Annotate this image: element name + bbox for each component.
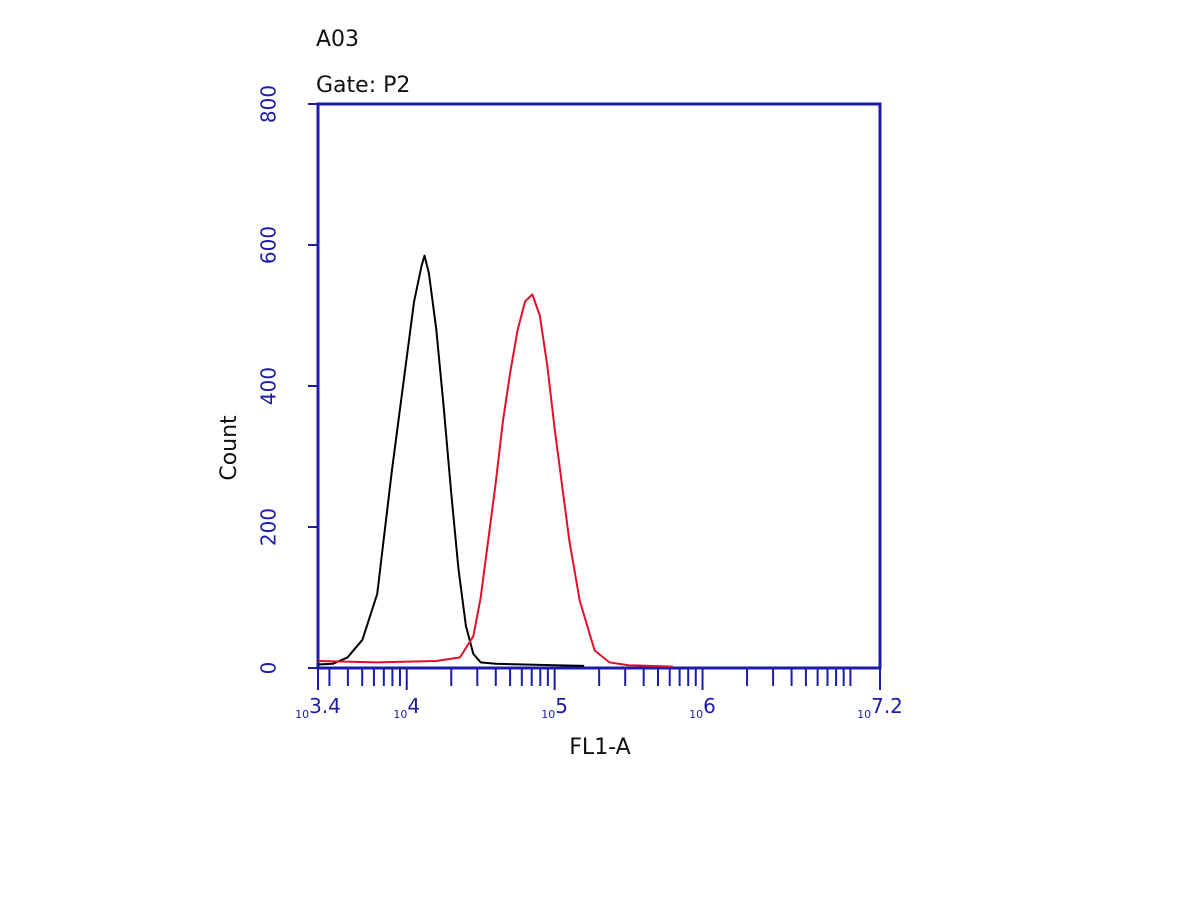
x-tick-base: 10 [541, 708, 555, 721]
x-tick-exponent: 5 [555, 694, 568, 718]
y-tick-label: 600 [257, 226, 281, 264]
y-tick-label: 0 [257, 662, 281, 675]
x-tick-exponent: 4 [407, 694, 420, 718]
y-axis-label: Count [217, 415, 242, 481]
x-tick-base: 10 [857, 708, 871, 721]
chart-subtitle: Gate: P2 [316, 73, 410, 98]
x-tick-exponent: 7.2 [871, 694, 903, 718]
x-tick-exponent: 6 [703, 694, 716, 718]
histogram-curve [317, 254, 585, 667]
x-tick-base: 10 [393, 708, 407, 721]
chart-title: A03 [316, 27, 359, 52]
x-tick-label: 104 [393, 694, 420, 722]
x-axis-label: FL1-A [569, 735, 630, 760]
x-tick-label: 106 [689, 694, 716, 722]
y-tick-label: 800 [257, 85, 281, 123]
x-tick-base: 10 [295, 708, 309, 721]
x-tick-exponent: 3.4 [309, 694, 341, 718]
x-tick-label: 103.4 [295, 694, 341, 722]
y-tick-label: 200 [257, 508, 281, 546]
x-tick-base: 10 [689, 708, 703, 721]
histogram-curve [317, 293, 673, 668]
x-tick-label: 105 [541, 694, 568, 722]
y-tick-label: 400 [257, 367, 281, 405]
x-tick-label: 107.2 [857, 694, 903, 722]
